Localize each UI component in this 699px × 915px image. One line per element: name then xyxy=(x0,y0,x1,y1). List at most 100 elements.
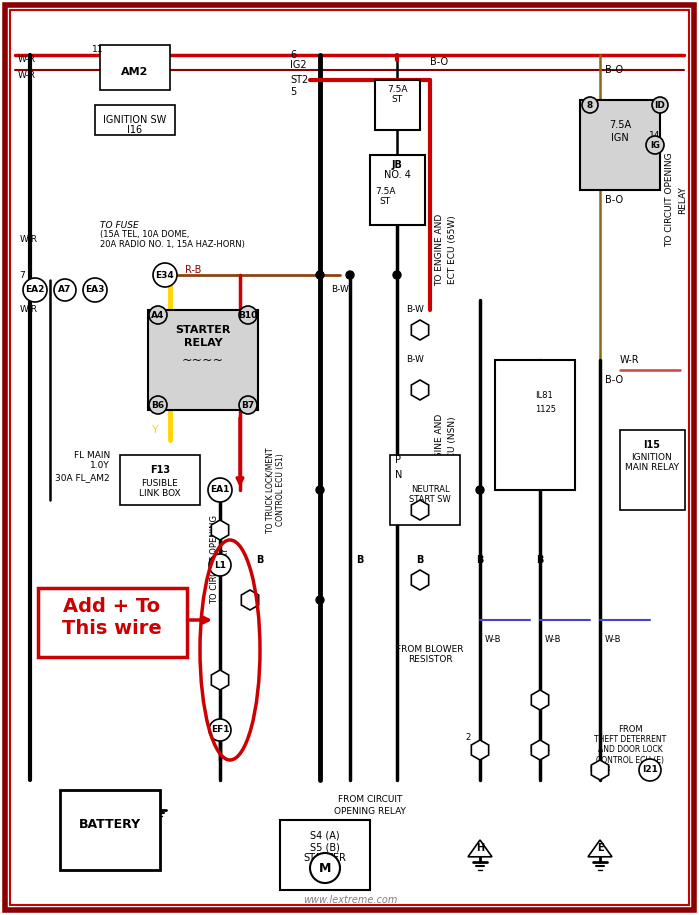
Text: A4: A4 xyxy=(151,310,165,319)
Text: 8: 8 xyxy=(587,101,593,110)
Text: B7: B7 xyxy=(241,401,254,410)
Text: 7.5A: 7.5A xyxy=(387,85,408,94)
Text: S4 (A): S4 (A) xyxy=(310,830,340,840)
Circle shape xyxy=(239,396,257,414)
Bar xyxy=(280,820,370,890)
Text: 7: 7 xyxy=(212,551,218,559)
Text: LINK BOX: LINK BOX xyxy=(139,489,181,498)
Text: 7.5A: 7.5A xyxy=(609,120,631,130)
Text: RESISTOR: RESISTOR xyxy=(408,655,452,664)
Polygon shape xyxy=(411,500,428,520)
Bar xyxy=(120,455,200,505)
Circle shape xyxy=(639,759,661,781)
Circle shape xyxy=(83,278,107,302)
Text: START SW: START SW xyxy=(409,496,451,504)
Circle shape xyxy=(239,306,257,324)
Text: I43: I43 xyxy=(533,695,547,705)
Bar xyxy=(495,360,575,490)
Circle shape xyxy=(316,486,324,494)
Circle shape xyxy=(476,486,484,494)
Circle shape xyxy=(54,279,76,301)
Text: I16: I16 xyxy=(127,125,143,135)
Text: ~~~~: ~~~~ xyxy=(182,353,224,367)
Text: B: B xyxy=(476,555,484,565)
Bar xyxy=(95,105,175,135)
Polygon shape xyxy=(468,840,492,856)
Text: FL MAIN: FL MAIN xyxy=(74,450,110,459)
Text: B-O: B-O xyxy=(430,57,448,67)
Polygon shape xyxy=(591,760,609,780)
Text: CONTROL ECU (E): CONTROL ECU (E) xyxy=(596,756,664,765)
Bar xyxy=(60,790,160,870)
FancyBboxPatch shape xyxy=(38,588,187,657)
Text: M: M xyxy=(319,862,331,875)
Polygon shape xyxy=(588,840,612,856)
Text: IG2: IG2 xyxy=(290,60,307,70)
Text: S5 (B): S5 (B) xyxy=(310,843,340,853)
Polygon shape xyxy=(211,670,229,690)
Text: 6: 6 xyxy=(290,50,296,60)
Text: NEUTRAL: NEUTRAL xyxy=(411,486,449,494)
Circle shape xyxy=(310,853,340,883)
Text: I21: I21 xyxy=(642,766,658,774)
Text: ECT ECU (NSN): ECT ECU (NSN) xyxy=(449,416,458,484)
Text: FROM CIRCUIT: FROM CIRCUIT xyxy=(338,795,402,804)
Text: W-R: W-R xyxy=(620,355,640,365)
Text: I115: I115 xyxy=(411,576,429,585)
Text: 14: 14 xyxy=(649,131,661,139)
Text: B6: B6 xyxy=(152,401,164,410)
Text: 2A: 2A xyxy=(157,401,168,410)
Circle shape xyxy=(346,271,354,279)
Text: IG: IG xyxy=(650,141,660,149)
Text: E34: E34 xyxy=(156,271,174,279)
Text: Y: Y xyxy=(152,425,159,435)
Text: L1: L1 xyxy=(214,561,226,569)
Polygon shape xyxy=(471,740,489,760)
Text: 7.5A: 7.5A xyxy=(375,188,395,197)
Bar xyxy=(375,80,420,130)
Text: RELAY: RELAY xyxy=(184,338,222,348)
Text: B-O: B-O xyxy=(605,195,623,205)
Text: B-O: B-O xyxy=(605,65,623,75)
Polygon shape xyxy=(241,590,259,610)
Circle shape xyxy=(316,271,324,279)
Text: TO ENGINE AND: TO ENGINE AND xyxy=(435,214,445,286)
Text: I1124: I1124 xyxy=(529,746,551,755)
Text: 25: 25 xyxy=(239,401,250,410)
Bar xyxy=(580,100,660,190)
Polygon shape xyxy=(411,570,428,590)
Text: 11: 11 xyxy=(92,46,103,55)
Text: OPENING RELAY: OPENING RELAY xyxy=(334,808,406,816)
Text: ST: ST xyxy=(380,198,391,207)
Text: I113: I113 xyxy=(211,525,229,534)
Text: E46: E46 xyxy=(212,675,228,684)
Text: B10: B10 xyxy=(238,310,258,319)
Text: IGN: IGN xyxy=(611,133,629,143)
Text: I172: I172 xyxy=(241,596,259,605)
Text: W-R: W-R xyxy=(18,56,36,64)
Text: Add + To
This wire: Add + To This wire xyxy=(62,597,162,639)
Text: W-R: W-R xyxy=(20,235,38,244)
Text: 2A: 2A xyxy=(157,310,168,319)
Circle shape xyxy=(209,554,231,576)
Text: TO ENGINE AND: TO ENGINE AND xyxy=(435,414,445,486)
Text: TO CIRCUIT OPENING: TO CIRCUIT OPENING xyxy=(665,153,675,247)
Text: B: B xyxy=(257,555,264,565)
Text: 30A FL_AM2: 30A FL_AM2 xyxy=(55,473,110,482)
Text: 1125: 1125 xyxy=(535,405,556,414)
Text: STARTER: STARTER xyxy=(303,853,347,863)
Text: 1: 1 xyxy=(207,488,213,497)
Text: RELAY: RELAY xyxy=(679,186,688,214)
Polygon shape xyxy=(531,690,549,710)
Text: TO TRUCK LOCK/MENT: TO TRUCK LOCK/MENT xyxy=(266,447,275,533)
Text: 5: 5 xyxy=(290,87,296,97)
Text: 7: 7 xyxy=(19,271,25,279)
Text: 2: 2 xyxy=(212,726,218,735)
Polygon shape xyxy=(411,380,428,400)
Text: ID: ID xyxy=(654,101,665,110)
Circle shape xyxy=(652,97,668,113)
Text: B: B xyxy=(536,555,544,565)
Text: I162: I162 xyxy=(411,385,429,394)
Text: I1118: I1118 xyxy=(589,766,611,774)
Text: CONTROL ECU (S1): CONTROL ECU (S1) xyxy=(275,454,284,526)
